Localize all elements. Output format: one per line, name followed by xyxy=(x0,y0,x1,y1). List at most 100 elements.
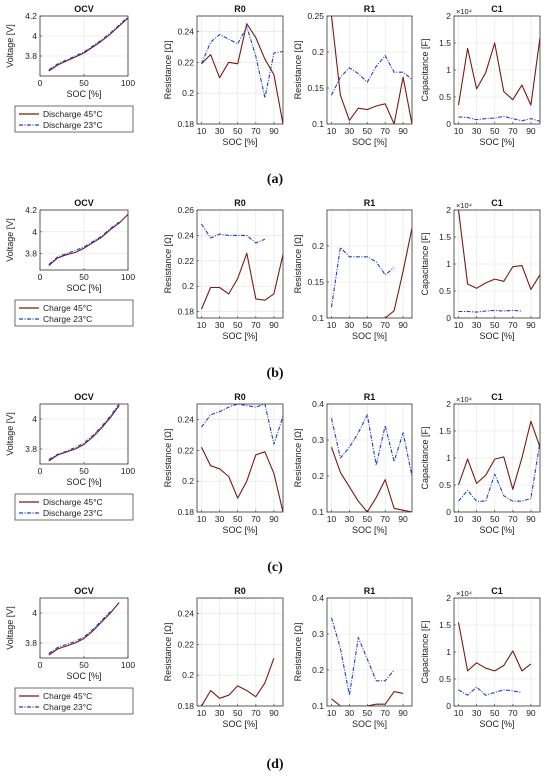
y-tick-label: 3.8 xyxy=(25,444,37,454)
y-tick-label: 0.18 xyxy=(177,507,194,517)
x-tick-label: 30 xyxy=(215,708,225,718)
x-tick-label: 0 xyxy=(38,660,43,670)
x-tick-label: 30 xyxy=(215,126,225,136)
chart-title: OCV xyxy=(74,198,94,208)
x-tick-label: 100 xyxy=(121,272,135,282)
x-axis-label: SOC [%] xyxy=(222,719,257,729)
y-tick-label: 0.1 xyxy=(312,507,324,517)
x-tick-label: 10 xyxy=(454,320,464,330)
y-tick-label: 0.4 xyxy=(312,593,324,603)
y-tick-label: 1.5 xyxy=(439,232,451,242)
legend-label: Discharge 23°C xyxy=(43,120,103,130)
chart-title: R1 xyxy=(364,586,376,596)
y-tick-label: 1.5 xyxy=(439,426,451,436)
y-tick-label: 0.2 xyxy=(182,670,194,680)
y-tick-label: 0.2 xyxy=(312,241,324,251)
y-axis-label: Voltage [V] xyxy=(5,218,15,262)
y-tick-label: 0 xyxy=(446,119,451,129)
chart-title: C1 xyxy=(491,392,503,402)
chart-title: R0 xyxy=(234,586,246,596)
chart-title: R1 xyxy=(364,4,376,14)
x-tick-label: 50 xyxy=(79,78,89,88)
panel-r0-row4: 10 30 50 70 90 0.24 0.22 0.2 0.18 R0 SOC [%] Resist… xyxy=(163,586,284,729)
x-tick-label: 90 xyxy=(398,126,408,136)
x-tick-label: 50 xyxy=(233,320,243,330)
panel-c1-row4: 10 30 50 70 90 2 1.5 1 0.5 0 C1 SOC [%] Capacitance … xyxy=(420,586,541,729)
x-tick-label: 90 xyxy=(398,514,408,524)
y-tick-label: 0.1 xyxy=(312,701,324,711)
x-tick-label: 90 xyxy=(398,708,408,718)
plot-area xyxy=(327,404,412,512)
y-axis-label: Resistance [Ω] xyxy=(293,429,303,488)
y-tick-label: 0.2 xyxy=(182,476,194,486)
x-tick-label: 90 xyxy=(526,708,536,718)
x-tick-label: 30 xyxy=(472,320,482,330)
x-tick-label: 30 xyxy=(345,126,355,136)
legend-label: Charge 23°C xyxy=(43,314,92,324)
x-tick-label: 90 xyxy=(269,514,279,524)
y-tick-label: 0.1 xyxy=(312,119,324,129)
x-tick-label: 50 xyxy=(363,514,373,524)
y-axis-label: Resistance [Ω] xyxy=(163,235,173,294)
y-tick-label: 0.5 xyxy=(439,480,451,490)
y-tick-label: 0.5 xyxy=(439,92,451,102)
series-line-cold xyxy=(331,55,412,96)
x-tick-label: 50 xyxy=(233,126,243,136)
x-axis-label: SOC [%] xyxy=(479,719,514,729)
series-line-cold xyxy=(458,441,540,502)
x-tick-label: 10 xyxy=(327,320,337,330)
y-tick-label: 2 xyxy=(446,399,451,409)
x-tick-label: 30 xyxy=(345,708,355,718)
x-axis-label: SOC [%] xyxy=(479,331,514,341)
legend-label: Discharge 45°C xyxy=(43,497,103,507)
legend-box xyxy=(14,687,134,715)
x-tick-label: 50 xyxy=(233,514,243,524)
panel-r0-row3: 10 30 50 70 90 0.24 0.22 0.2 0.18 R0 SOC [%] Resist… xyxy=(163,392,284,535)
series-line-hot xyxy=(331,227,412,318)
x-tick-label: 50 xyxy=(490,514,500,524)
plot-area xyxy=(197,16,283,124)
legend-box xyxy=(14,105,134,133)
chart-title: R0 xyxy=(234,392,246,402)
y-axis-label: Resistance [Ω] xyxy=(293,41,303,100)
y-axis-label: Capacitance [F] xyxy=(420,426,430,489)
series-line-hot xyxy=(330,16,412,124)
y-tick-label: 0 xyxy=(446,701,451,711)
y-tick-label: 0.5 xyxy=(439,674,451,684)
x-tick-label: 30 xyxy=(472,126,482,136)
panel-ocv-row1: 0 50 100 4.2 4 3.8 OCV SOC [%] Voltage [V] Discha… xyxy=(5,4,135,133)
x-tick-label: 70 xyxy=(508,514,518,524)
y-tick-label: 2 xyxy=(446,205,451,215)
y-tick-label: 0.15 xyxy=(307,277,324,287)
y-axis-label: Capacitance [F] xyxy=(420,38,430,101)
chart-title: R0 xyxy=(234,198,246,208)
series-line-hot xyxy=(331,691,404,706)
x-tick-label: 50 xyxy=(363,320,373,330)
x-tick-label: 30 xyxy=(345,320,355,330)
x-tick-label: 70 xyxy=(508,320,518,330)
x-tick-label: 90 xyxy=(269,708,279,718)
legend-box xyxy=(14,299,134,327)
axes-box xyxy=(326,15,413,125)
legend-box xyxy=(14,493,134,521)
y-tick-label: 1 xyxy=(446,453,451,463)
panel-ocv-row2: 0 50 100 4.2 4 3.8 OCV SOC [%] Voltage [V] Charge… xyxy=(5,198,135,327)
y-tick-label: 0.4 xyxy=(312,399,324,409)
y-tick-label: 1 xyxy=(446,259,451,269)
series-line-hot xyxy=(457,210,540,290)
series-line-hot xyxy=(48,214,128,267)
y-axis-label: Capacitance [F] xyxy=(420,620,430,683)
x-tick-label: 10 xyxy=(327,708,337,718)
y-tick-label: 4.2 xyxy=(25,11,37,21)
x-axis-label: SOC [%] xyxy=(66,477,101,487)
subfigure-caption: (b) xyxy=(266,366,283,381)
y-tick-label: 0.22 xyxy=(177,445,194,455)
y-axis-label: Voltage [V] xyxy=(5,606,15,650)
x-tick-label: 50 xyxy=(363,126,373,136)
series-line-cold xyxy=(200,26,283,99)
subfigure-caption: (d) xyxy=(266,757,283,772)
y-axis-label: Resistance [Ω] xyxy=(293,235,303,294)
y-axis-label: Voltage [V] xyxy=(5,412,15,456)
